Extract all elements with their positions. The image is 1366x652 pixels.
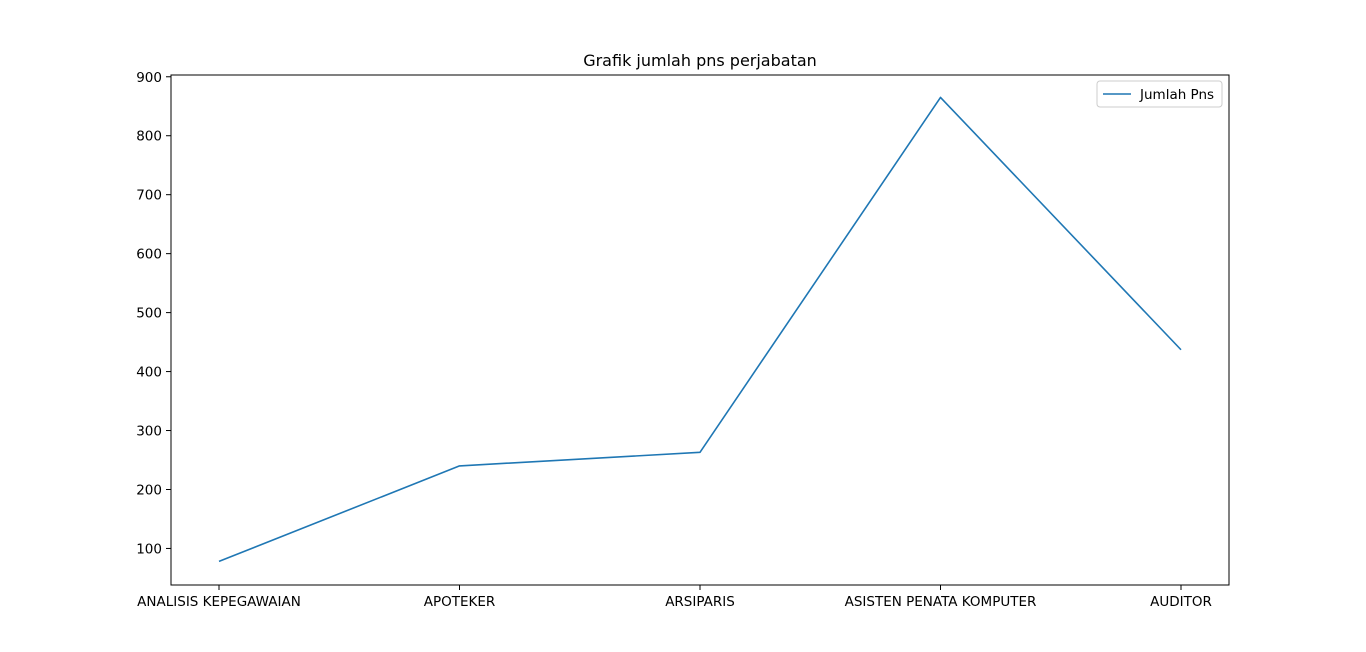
y-tick-label: 400 xyxy=(136,365,162,381)
legend-box xyxy=(1096,80,1223,108)
y-tick-label: 500 xyxy=(136,306,162,322)
y-tick-label: 800 xyxy=(136,129,162,145)
y-axis: 100 200 300 400 500 600 700 800 900 xyxy=(136,70,171,557)
x-tick-label: ANALISIS KEPEGAWAIAN xyxy=(137,594,301,610)
x-tick-label: ASISTEN PENATA KOMPUTER xyxy=(845,594,1037,610)
legend: Jumlah Pns xyxy=(1096,80,1223,108)
y-tick-label: 300 xyxy=(136,424,162,440)
x-tick-label: AUDITOR xyxy=(1150,594,1212,610)
x-axis: ANALISIS KEPEGAWAIAN APOTEKER ARSIPARIS ASI… xyxy=(137,585,1212,610)
x-tick-label: ARSIPARIS xyxy=(665,594,735,610)
y-tick-label: 100 xyxy=(136,541,162,557)
chart-title: Grafik jumlah pns perjabatan xyxy=(583,51,817,70)
series-layer xyxy=(218,96,1182,563)
x-tick-label: APOTEKER xyxy=(424,594,496,610)
y-tick-label: 200 xyxy=(136,482,162,498)
y-tick-label: 600 xyxy=(136,247,162,263)
y-tick-label: 900 xyxy=(136,70,162,86)
y-tick-label: 700 xyxy=(136,188,162,204)
legend-label: Jumlah Pns xyxy=(1139,87,1214,103)
